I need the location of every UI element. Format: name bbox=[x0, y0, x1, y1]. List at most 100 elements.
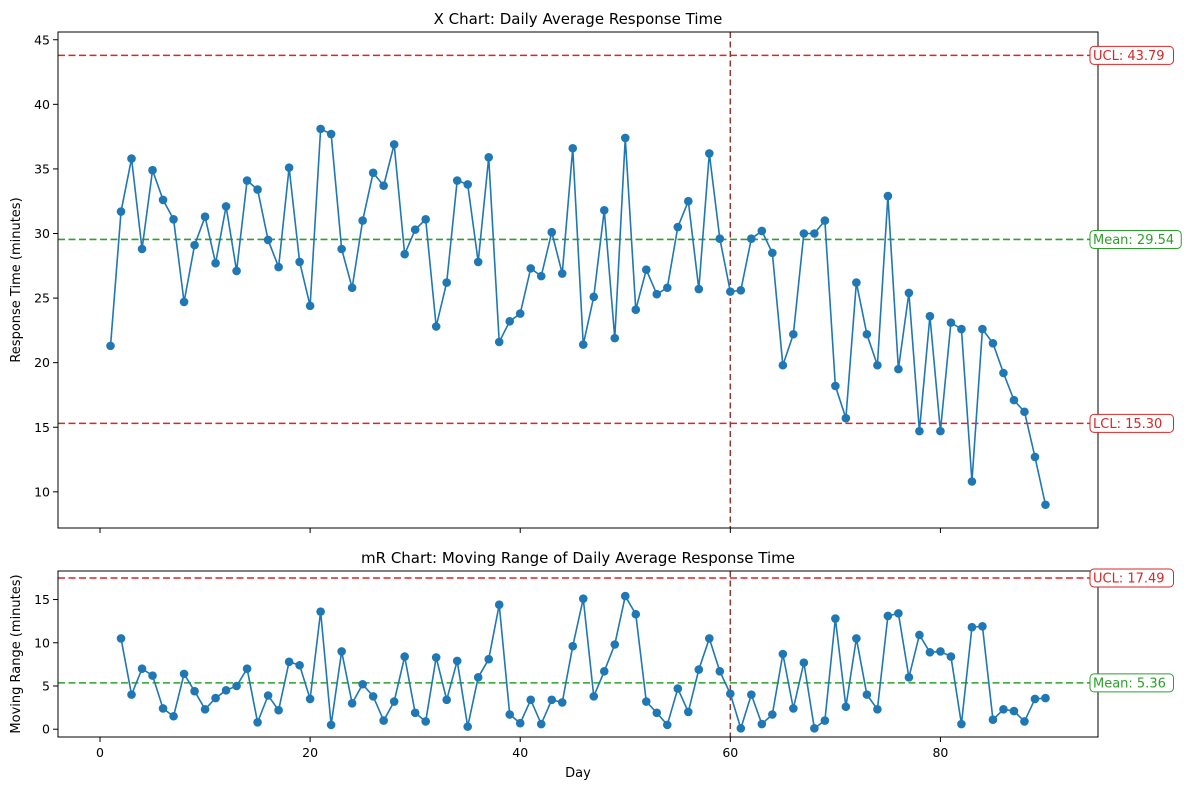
data-point bbox=[1009, 395, 1019, 405]
data-point bbox=[904, 673, 914, 682]
data-point bbox=[578, 594, 588, 603]
data-point bbox=[862, 329, 872, 339]
reference-label: UCL: 43.79 bbox=[1089, 45, 1174, 65]
data-point bbox=[705, 634, 714, 643]
data-point bbox=[116, 207, 126, 216]
data-point bbox=[368, 692, 378, 701]
reference-label-box bbox=[1089, 413, 1174, 433]
reference-label-text: Mean: 29.54 bbox=[1093, 233, 1174, 248]
data-point bbox=[852, 634, 861, 643]
data-point bbox=[547, 695, 557, 705]
data-point bbox=[820, 216, 830, 225]
data-point bbox=[641, 697, 651, 706]
data-point bbox=[358, 216, 367, 225]
data-point bbox=[705, 149, 714, 158]
data-point bbox=[662, 720, 672, 730]
data-point bbox=[274, 705, 283, 715]
data-point bbox=[599, 666, 609, 676]
data-point bbox=[810, 229, 819, 238]
data-point bbox=[631, 609, 641, 619]
data-point bbox=[673, 222, 683, 232]
data-point bbox=[442, 695, 451, 705]
data-point bbox=[379, 716, 388, 725]
plot-area bbox=[58, 32, 1098, 528]
data-point bbox=[463, 180, 472, 189]
data-point bbox=[925, 311, 935, 321]
reference-label: Mean: 5.36 bbox=[1089, 673, 1174, 693]
data-point bbox=[778, 649, 788, 659]
data-point bbox=[242, 664, 252, 673]
data-point bbox=[484, 654, 494, 664]
data-point bbox=[431, 322, 441, 331]
data-point bbox=[253, 185, 262, 194]
data-point bbox=[873, 360, 882, 370]
data-point bbox=[946, 652, 956, 661]
data-point bbox=[148, 165, 157, 175]
reference-label: Mean: 29.54 bbox=[1089, 229, 1182, 249]
x-tick-label: 40 bbox=[512, 745, 528, 760]
data-point bbox=[978, 622, 987, 631]
data-point bbox=[778, 360, 788, 370]
reference-label-text: UCL: 17.49 bbox=[1093, 572, 1165, 587]
data-point bbox=[610, 640, 620, 649]
data-point bbox=[999, 705, 1008, 714]
data-point bbox=[1041, 693, 1050, 703]
x-tick-label: 20 bbox=[302, 745, 318, 760]
data-point bbox=[967, 622, 977, 632]
data-point bbox=[326, 129, 336, 139]
data-point bbox=[263, 235, 273, 245]
data-point bbox=[915, 630, 924, 640]
data-point bbox=[284, 163, 294, 172]
data-point bbox=[400, 652, 409, 661]
plot-area bbox=[58, 571, 1098, 737]
x-tick-label: 0 bbox=[96, 745, 104, 760]
data-point bbox=[127, 690, 136, 699]
data-point bbox=[169, 214, 178, 224]
y-tick-label: 40 bbox=[34, 97, 50, 112]
data-point bbox=[1020, 717, 1029, 726]
data-point bbox=[684, 707, 693, 717]
data-point bbox=[715, 666, 725, 676]
data-point bbox=[589, 292, 599, 302]
data-point bbox=[652, 708, 662, 718]
data-point bbox=[452, 656, 462, 666]
data-point bbox=[232, 266, 241, 276]
data-point bbox=[337, 244, 346, 254]
data-point bbox=[526, 264, 536, 273]
y-tick-label: 15 bbox=[34, 420, 50, 435]
data-point bbox=[452, 176, 462, 185]
data-point bbox=[736, 724, 746, 733]
data-point bbox=[421, 717, 430, 726]
data-point bbox=[410, 708, 420, 718]
data-point bbox=[715, 234, 725, 243]
reference-label-box bbox=[1089, 673, 1174, 693]
data-point bbox=[494, 337, 504, 347]
y-tick-label: 20 bbox=[34, 355, 50, 370]
data-point bbox=[641, 265, 651, 274]
data-point bbox=[253, 718, 262, 727]
data-point bbox=[305, 301, 315, 311]
data-point bbox=[915, 426, 924, 436]
data-point bbox=[190, 240, 199, 250]
data-point bbox=[473, 673, 483, 682]
data-point bbox=[831, 381, 840, 391]
data-point bbox=[631, 305, 641, 315]
y-tick-label: 35 bbox=[34, 161, 50, 176]
data-point bbox=[946, 318, 956, 327]
reference-label-text: UCL: 43.79 bbox=[1093, 49, 1165, 64]
data-point bbox=[862, 690, 872, 699]
data-point bbox=[148, 671, 157, 680]
data-point bbox=[757, 226, 767, 236]
x-tick-label: 80 bbox=[932, 745, 948, 760]
mr-chart-panel: mR Chart: Moving Range of Daily Average … bbox=[9, 549, 1174, 781]
data-point bbox=[789, 704, 798, 713]
data-point bbox=[883, 611, 893, 621]
data-point bbox=[400, 249, 409, 259]
series-line bbox=[120, 593, 1046, 732]
data-point bbox=[389, 140, 399, 149]
data-point bbox=[557, 698, 567, 707]
data-point bbox=[726, 287, 735, 296]
data-point bbox=[116, 634, 126, 643]
data-point bbox=[221, 202, 231, 211]
